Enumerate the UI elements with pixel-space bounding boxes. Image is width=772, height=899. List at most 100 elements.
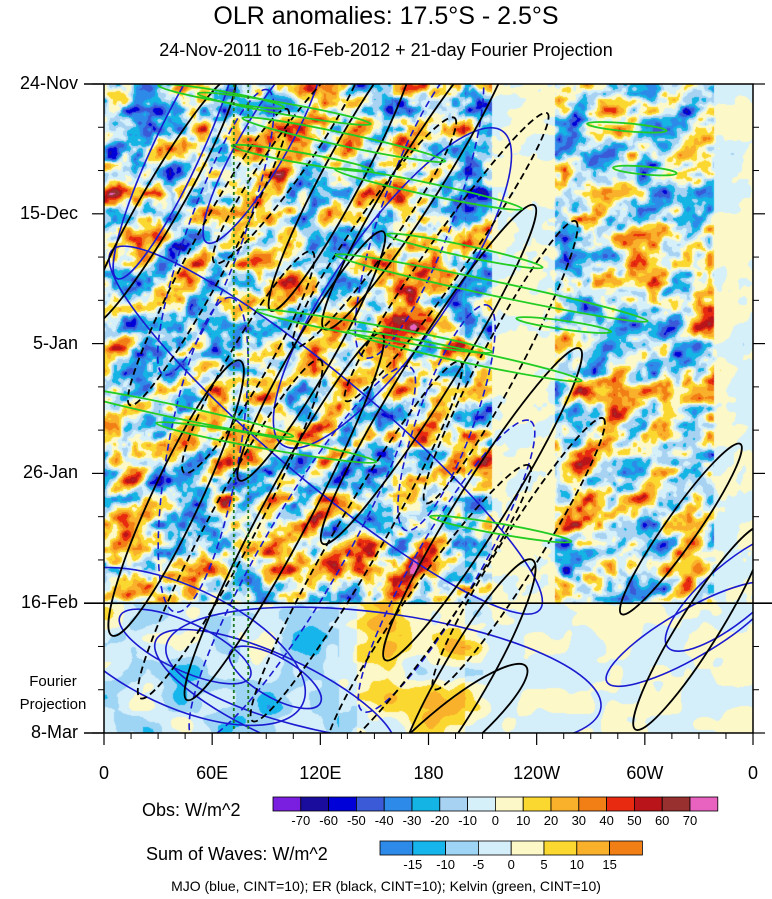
obs-colorbar-tick-label: 10 xyxy=(515,813,531,828)
kelvin-contour-2 xyxy=(241,116,447,163)
obs-colorbar-swatch-3 xyxy=(355,796,385,812)
kelvin-contour-3 xyxy=(230,143,374,173)
obs-colorbar-tick-label: -60 xyxy=(319,813,338,828)
er-contour-11 xyxy=(107,359,245,637)
mjo-contour-14 xyxy=(228,645,323,710)
obs-colorbar-swatch-11 xyxy=(578,796,607,812)
kelvin-contour-4 xyxy=(333,167,524,211)
kelvin-contour-8 xyxy=(346,329,583,383)
x-tick-label: 60W xyxy=(626,763,664,783)
kelvin-contour-14 xyxy=(515,316,613,334)
kelvin-contour-1 xyxy=(196,91,372,126)
er-contour-19 xyxy=(364,662,529,733)
obs-colorbar-tick-label: 40 xyxy=(599,813,614,828)
mjo-contour-10 xyxy=(104,566,307,727)
olr-field-raster xyxy=(104,84,753,733)
obs-colorbar-tick-label: 0 xyxy=(491,813,499,828)
contour-legend: MJO (blue, CINT=10); ER (black, CINT=10)… xyxy=(171,878,601,894)
obs-colorbar-swatch-14 xyxy=(661,796,691,812)
obs-colorbar-tick-label: -30 xyxy=(402,813,422,828)
er-contour-9 xyxy=(319,203,538,546)
waves-colorbar-swatch-6 xyxy=(576,840,610,856)
mjo-contour-13 xyxy=(153,628,397,733)
obs-colorbar-tick-label: 70 xyxy=(682,813,698,828)
obs-colorbar-tick-label: -10 xyxy=(458,813,477,828)
obs-colorbar-swatch-4 xyxy=(383,796,413,812)
obs-colorbar-swatch-15 xyxy=(689,796,719,812)
obs-colorbar-swatch-8 xyxy=(494,796,524,812)
mjo-contour-9 xyxy=(357,419,536,713)
obs-colorbar-tick-label: -20 xyxy=(430,813,450,828)
kelvin-contour-6 xyxy=(385,232,544,270)
obs-colorbar-swatch-13 xyxy=(634,796,663,812)
fourier-projection-label: Fourier Projection xyxy=(19,673,87,713)
waves-colorbar-swatch-3 xyxy=(477,840,512,856)
x-tick-label: 0 xyxy=(98,763,109,783)
waves-colorbar-swatch-0 xyxy=(379,840,414,856)
waves-colorbar-tick-label: 0 xyxy=(507,857,515,872)
x-tick-label: 180 xyxy=(413,763,444,783)
er-contour-8 xyxy=(236,230,387,482)
obs-colorbar-swatch-2 xyxy=(328,796,357,812)
mjo-contour-12 xyxy=(165,606,602,733)
er-contour-18 xyxy=(392,558,537,733)
er-contour-15 xyxy=(382,347,583,662)
waves-colorbar-tick-label: 10 xyxy=(569,857,585,872)
obs-colorbar-tick-label: -40 xyxy=(374,813,394,828)
olr-anomaly-field xyxy=(104,84,753,733)
y-tick-label: 5-Jan xyxy=(32,332,78,353)
obs-colorbar-swatch-6 xyxy=(439,796,468,812)
er-contour-21 xyxy=(632,524,753,731)
waves-colorbar-tick-label: 5 xyxy=(540,857,548,872)
mjo-contour-5 xyxy=(157,296,249,614)
wave-contours xyxy=(104,84,753,733)
er-contour-1 xyxy=(127,107,291,407)
x-tick-label: 0 xyxy=(747,763,758,783)
y-tick-label: 26-Jan xyxy=(22,462,78,483)
kelvin-contour-5 xyxy=(334,253,649,323)
er-contour-12 xyxy=(136,358,324,700)
mjo-contour-1 xyxy=(202,84,324,245)
obs-colorbar-swatch-5 xyxy=(411,796,441,812)
obs-colorbar-tick-label: -50 xyxy=(346,813,366,828)
waves-colorbar-tick-label: -15 xyxy=(403,857,423,872)
mjo-contour-16 xyxy=(605,581,753,688)
er-contour-17 xyxy=(431,417,606,691)
mjo-contour-7 xyxy=(108,245,544,615)
x-tick-label: 60E xyxy=(196,763,229,783)
chart-title: OLR anomalies: 17.5°S - 2.5°S xyxy=(213,2,559,30)
y-tick-label: 24-Nov xyxy=(19,73,78,93)
obs-colorbar-tick-label: 50 xyxy=(627,813,642,828)
plot-axes xyxy=(84,83,772,745)
waves-colorbar-swatch-7 xyxy=(609,840,643,856)
er-contour-7 xyxy=(181,250,316,475)
x-tick-label: 120E xyxy=(299,763,342,783)
er-contour-20 xyxy=(619,442,743,616)
er-contour-0 xyxy=(104,84,237,328)
kelvin-contour-10 xyxy=(155,421,378,464)
y-tick-label: 15-Dec xyxy=(19,202,78,223)
kelvin-contour-12 xyxy=(586,121,668,134)
kelvin-contour-11 xyxy=(428,514,573,544)
obs-colorbar-swatch-9 xyxy=(522,796,552,812)
kelvin-contour-7 xyxy=(255,308,494,354)
x-tick-label: 120W xyxy=(513,763,561,783)
obs-colorbar-tick-label: 20 xyxy=(543,813,559,828)
er-contour-16 xyxy=(324,463,533,733)
waves-colorbar-tick-label: 15 xyxy=(602,857,617,872)
waves-colorbar-swatch-5 xyxy=(543,840,578,856)
obs-colorbar-swatch-12 xyxy=(606,796,635,812)
obs-colorbar-tick-label: -70 xyxy=(291,813,311,828)
waves-colorbar-label: Sum of Waves: W/m^2 xyxy=(146,844,328,864)
obs-colorbar-label: Obs: W/m^2 xyxy=(142,800,241,820)
y-tick-label: 8-Mar xyxy=(30,722,78,742)
colorbars xyxy=(272,796,719,856)
mjo-contour-3 xyxy=(354,84,485,359)
er-contour-6 xyxy=(343,111,550,403)
chart-subtitle: 24-Nov-2011 to 16-Feb-2012 + 21-day Four… xyxy=(159,40,613,60)
obs-colorbar-swatch-0 xyxy=(272,796,302,812)
obs-colorbar-tick-label: 60 xyxy=(654,813,670,828)
obs-colorbar-swatch-7 xyxy=(467,796,496,812)
y-tick-label: 16-Feb xyxy=(20,592,78,613)
